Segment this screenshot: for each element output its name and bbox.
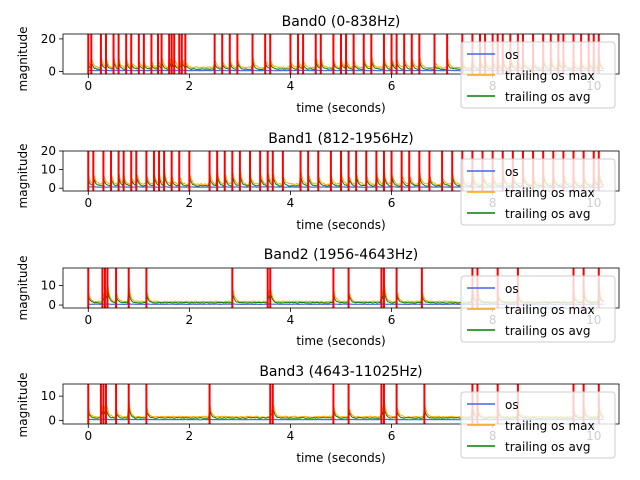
x-tick-label: 2 [186, 429, 194, 443]
x-tick-label: 0 [84, 429, 92, 443]
subplot-band0: Band0 (0-838Hz) magnitude time (seconds) [16, 14, 400, 115]
xlabel: time (seconds) [296, 334, 385, 348]
legend-label: os [505, 282, 519, 296]
legend-label: os [505, 48, 519, 62]
xlabel: time (seconds) [296, 101, 385, 115]
legend-label: trailing os max [505, 419, 595, 433]
x-tick-label: 6 [388, 313, 396, 327]
x-tick-label: 4 [287, 196, 295, 210]
legend-box [460, 391, 616, 459]
plot-lines [87, 34, 604, 74]
xlabel: time (seconds) [296, 451, 385, 465]
legend-label: os [505, 165, 519, 179]
y-tick-label: 20 [41, 144, 56, 158]
ylabel: magnitude [16, 27, 30, 92]
legend: os trailing os max trailing os avg [460, 158, 616, 226]
y-tick-label: 10 [41, 279, 56, 293]
x-tick-label: 0 [84, 313, 92, 327]
legend-label: trailing os avg [505, 440, 591, 454]
x-tick-label: 0 [84, 196, 92, 210]
subplot-title: Band1 (812-1956Hz) [268, 131, 414, 147]
x-tick-label: 4 [287, 313, 295, 327]
legend-box [460, 41, 616, 109]
xlabel: time (seconds) [296, 218, 385, 232]
legend: os trailing os max trailing os avg [460, 391, 616, 459]
legend-label: trailing os max [505, 186, 595, 200]
legend-label: trailing os avg [505, 207, 591, 221]
y-tick-label: 10 [41, 163, 56, 177]
subplot-band3: Band3 (4643-11025Hz) magnitude time (sec… [16, 364, 423, 465]
legend-label: trailing os avg [505, 324, 591, 338]
axes-frame [62, 33, 620, 75]
axes-frame [62, 383, 620, 425]
subplot-title: Band0 (0-838Hz) [282, 14, 401, 30]
subplot-title: Band3 (4643-11025Hz) [259, 364, 422, 380]
subplot-band1: Band1 (812-1956Hz) magnitude time (secon… [16, 131, 414, 232]
y-tick-label: 20 [41, 32, 56, 46]
legend: os trailing os max trailing os avg [460, 41, 616, 109]
ylabel: magnitude [16, 256, 30, 321]
x-tick-label: 4 [287, 429, 295, 443]
x-tick-label: 2 [186, 79, 194, 93]
legend-box [460, 158, 616, 226]
y-tick-label: 0 [48, 65, 56, 79]
subplot-title: Band2 (1956-4643Hz) [264, 247, 418, 263]
x-tick-label: 4 [287, 79, 295, 93]
x-tick-label: 6 [388, 429, 396, 443]
x-tick-label: 0 [84, 79, 92, 93]
subplot-band2: Band2 (1956-4643Hz) magnitude time (seco… [16, 247, 418, 348]
x-tick-label: 6 [388, 196, 396, 210]
y-tick-label: 10 [41, 389, 56, 403]
legend: os trailing os max trailing os avg [460, 275, 616, 343]
y-tick-label: 0 [48, 413, 56, 427]
axes-frame [62, 267, 620, 309]
axes-frame [62, 150, 620, 192]
legend-label: trailing os max [505, 303, 595, 317]
legend-box [460, 275, 616, 343]
legend-label: trailing os avg [505, 90, 591, 104]
ylabel: magnitude [16, 373, 30, 438]
x-tick-label: 2 [186, 196, 194, 210]
x-tick-label: 6 [388, 79, 396, 93]
y-tick-label: 0 [48, 181, 56, 195]
legend-label: os [505, 398, 519, 412]
ylabel: magnitude [16, 144, 30, 209]
y-tick-label: 0 [48, 298, 56, 312]
x-tick-label: 2 [186, 313, 194, 327]
legend-label: trailing os max [505, 69, 595, 83]
